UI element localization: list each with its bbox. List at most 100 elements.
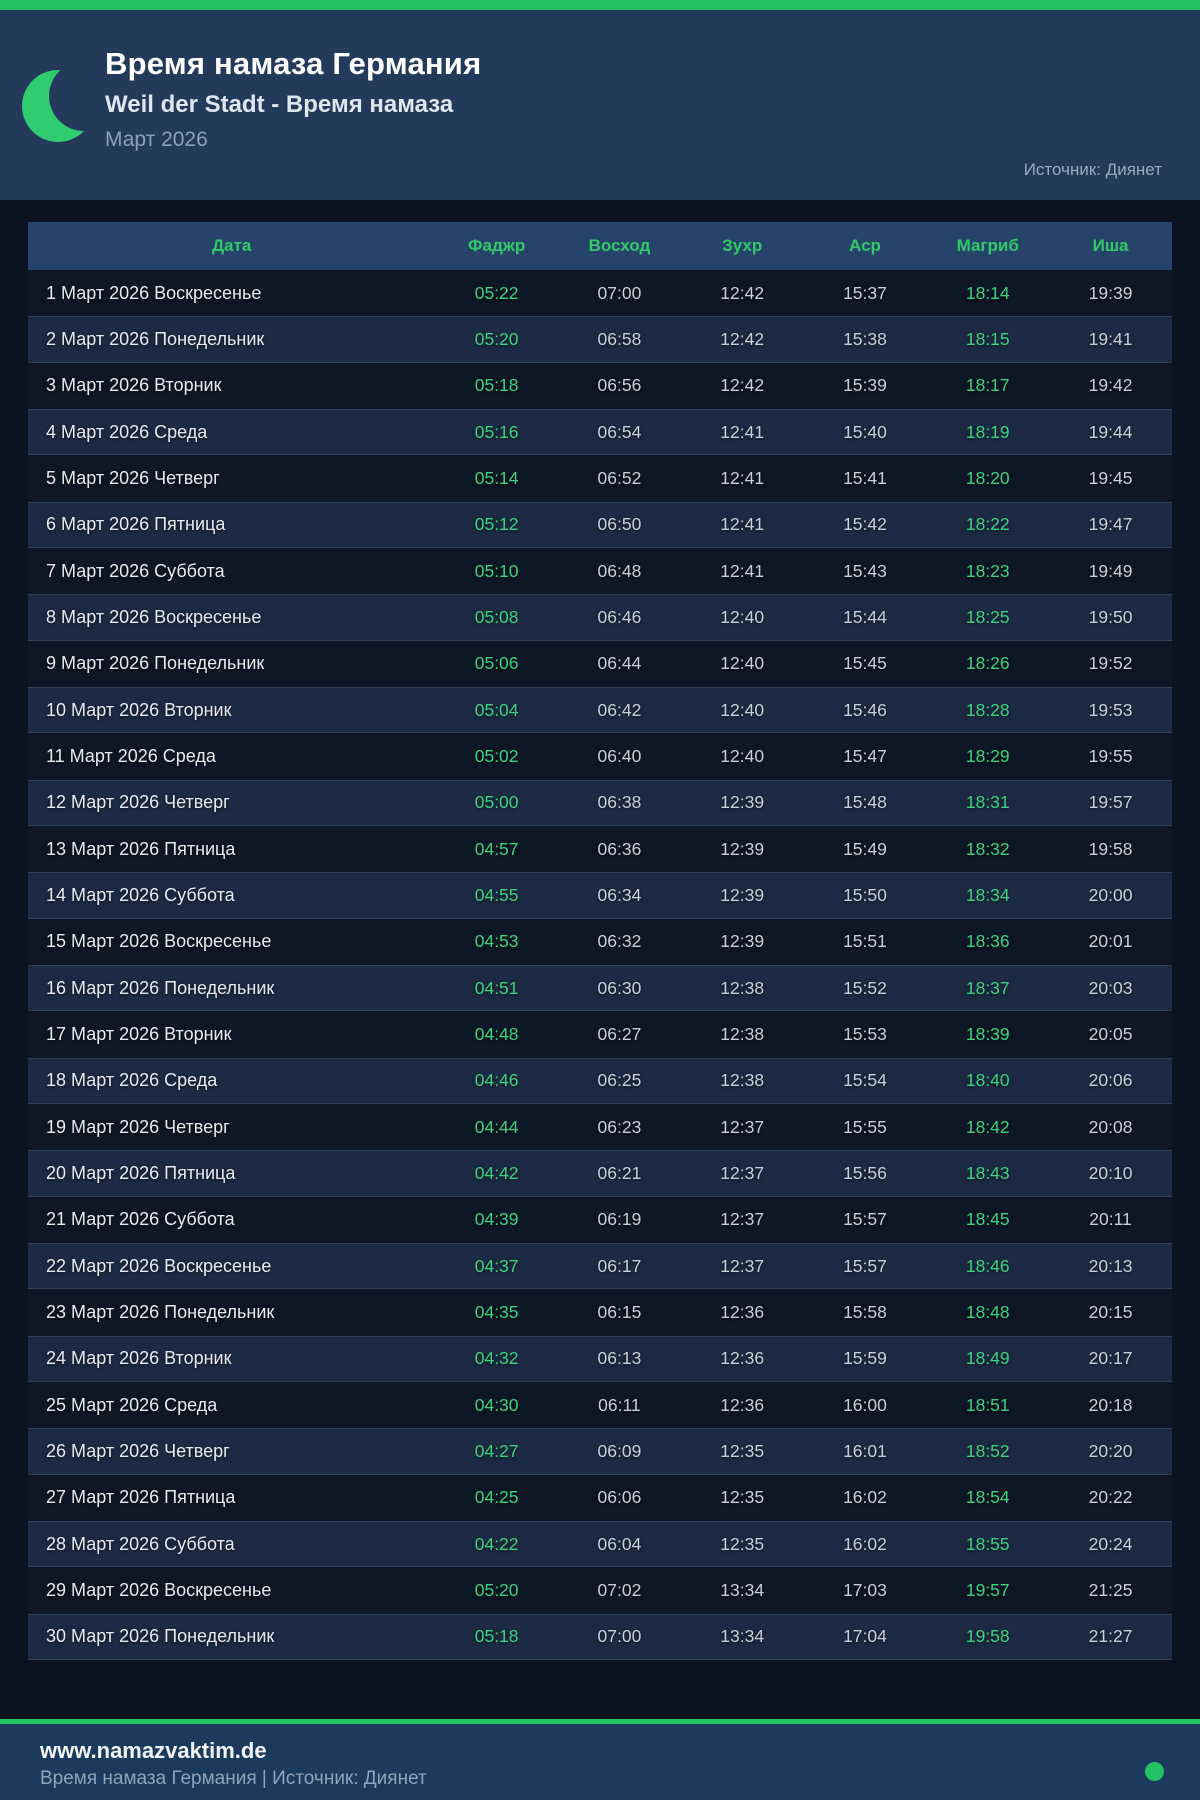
time-cell: 16:01 (843, 1440, 887, 1461)
time-cell: 15:57 (843, 1255, 887, 1276)
time-cell: 19:44 (1088, 421, 1133, 442)
table-row: 28 Март 2026 Суббота 04:22 06:04 12:35 16:02… (28, 1520, 1172, 1568)
time-cell: 06:19 (597, 1209, 642, 1230)
time-cell: 18:29 (965, 745, 1010, 766)
time-cell: 06:06 (597, 1487, 642, 1508)
time-cell: 18:15 (965, 328, 1010, 349)
time-cell: 16:02 (843, 1533, 887, 1554)
time-cell: 05:14 (474, 467, 519, 488)
time-cell: 20:00 (1088, 884, 1133, 905)
time-cell: 12:42 (720, 328, 765, 349)
date-cell: 7 Март 2026 Суббота (46, 560, 225, 581)
time-cell: 12:39 (720, 792, 765, 813)
column-header-5: Магриб (956, 236, 1019, 255)
time-cell: 15:52 (843, 977, 887, 998)
time-cell: 15:48 (843, 792, 887, 813)
table-row: 18 Март 2026 Среда 04:46 06:25 12:38 15:54 18… (28, 1057, 1172, 1104)
time-cell: 16:00 (843, 1394, 887, 1415)
time-cell: 04:42 (474, 1162, 519, 1183)
time-cell: 12:37 (720, 1209, 765, 1230)
time-cell: 15:40 (843, 421, 887, 442)
time-cell: 06:42 (597, 699, 642, 720)
time-cell: 17:03 (843, 1579, 887, 1600)
date-cell: 26 Март 2026 Четверг (46, 1440, 230, 1461)
website-link[interactable]: www.namazvaktim.de (40, 1738, 267, 1763)
time-cell: 04:37 (474, 1255, 519, 1276)
table-row: 27 Март 2026 Пятница 04:25 06:06 12:35 16:02… (28, 1474, 1172, 1521)
time-cell: 20:08 (1088, 1116, 1133, 1137)
time-cell: 12:38 (720, 1070, 765, 1091)
time-cell: 05:02 (474, 745, 519, 766)
time-cell: 19:50 (1088, 606, 1133, 627)
time-cell: 04:30 (474, 1394, 519, 1415)
source-label: Источник: Диянет (1023, 160, 1162, 179)
date-cell: 16 Март 2026 Понедельник (46, 977, 275, 998)
time-cell: 18:43 (965, 1162, 1010, 1183)
time-cell: 06:32 (597, 931, 642, 952)
time-cell: 19:53 (1088, 699, 1133, 720)
time-cell: 19:45 (1088, 467, 1133, 488)
time-cell: 04:55 (474, 884, 519, 905)
time-cell: 05:04 (474, 699, 519, 720)
time-cell: 15:39 (843, 375, 887, 396)
time-cell: 20:01 (1088, 931, 1133, 952)
time-cell: 15:41 (843, 467, 887, 488)
time-cell: 15:37 (843, 282, 887, 303)
time-cell: 05:20 (474, 1579, 519, 1600)
time-cell: 12:36 (720, 1348, 765, 1369)
crescent-moon-icon (22, 56, 119, 148)
time-cell: 17:04 (843, 1626, 887, 1647)
time-cell: 12:40 (720, 606, 765, 627)
time-cell: 06:36 (597, 838, 642, 859)
date-cell: 15 Март 2026 Воскресенье (46, 931, 272, 952)
time-cell: 12:36 (720, 1394, 765, 1415)
time-cell: 12:42 (720, 282, 765, 303)
time-cell: 06:04 (597, 1533, 642, 1554)
table-row: 7 Март 2026 Суббота 05:10 06:48 12:41 15:43 1… (28, 547, 1172, 595)
time-cell: 18:49 (965, 1348, 1010, 1369)
time-cell: 06:23 (597, 1116, 642, 1137)
time-cell: 18:32 (965, 838, 1010, 859)
time-cell: 05:00 (474, 792, 519, 813)
date-cell: 2 Март 2026 Понедельник (46, 328, 265, 349)
time-cell: 15:53 (843, 1023, 887, 1044)
table-row: 26 Март 2026 Четверг 04:27 06:09 12:35 16:01… (28, 1428, 1172, 1475)
time-cell: 19:55 (1088, 745, 1133, 766)
time-cell: 12:37 (720, 1162, 765, 1183)
date-cell: 6 Март 2026 Пятница (46, 514, 226, 535)
time-cell: 15:54 (843, 1070, 887, 1091)
month-label: Март 2026 (105, 128, 208, 151)
date-cell: 12 Март 2026 Четверг (46, 792, 230, 813)
time-cell: 19:58 (1088, 838, 1133, 859)
time-cell: 06:52 (597, 467, 642, 488)
time-cell: 05:06 (474, 653, 519, 674)
column-header-2: Восход (588, 236, 651, 255)
time-cell: 06:15 (597, 1301, 642, 1322)
time-cell: 20:20 (1088, 1440, 1133, 1461)
date-cell: 5 Март 2026 Четверг (46, 467, 220, 488)
time-cell: 15:56 (843, 1162, 887, 1183)
prayer-times-table: Дата Фаджр Восход Зухр Аср Магриб Иша 1 Март 2… (28, 222, 1172, 1660)
time-cell: 15:44 (843, 606, 887, 627)
time-cell: 06:34 (597, 884, 642, 905)
table-row: 8 Март 2026 Воскресенье 05:08 06:46 12:40 15… (28, 594, 1172, 641)
time-cell: 04:35 (474, 1301, 519, 1322)
time-cell: 05:12 (474, 514, 519, 535)
time-cell: 19:49 (1088, 560, 1133, 581)
time-cell: 06:48 (597, 560, 642, 581)
time-cell: 12:39 (720, 884, 765, 905)
column-header-1: Фаджр (468, 236, 526, 255)
time-cell: 15:43 (843, 560, 887, 581)
column-header-3: Зухр (722, 236, 763, 255)
time-cell: 12:37 (720, 1255, 765, 1276)
time-cell: 16:02 (843, 1487, 887, 1508)
time-cell: 04:27 (474, 1440, 519, 1461)
time-cell: 18:31 (965, 792, 1010, 813)
time-cell: 12:38 (720, 977, 765, 998)
table-body: 1 Март 2026 Воскресенье 05:22 07:00 12:42 15… (28, 270, 1172, 1660)
time-cell: 12:37 (720, 1116, 765, 1137)
time-cell: 06:21 (597, 1162, 642, 1183)
status-dot-icon (1145, 1762, 1164, 1781)
column-header-4: Аср (849, 236, 881, 255)
table-row: 24 Март 2026 Вторник 04:32 06:13 12:36 15:59… (28, 1335, 1172, 1382)
